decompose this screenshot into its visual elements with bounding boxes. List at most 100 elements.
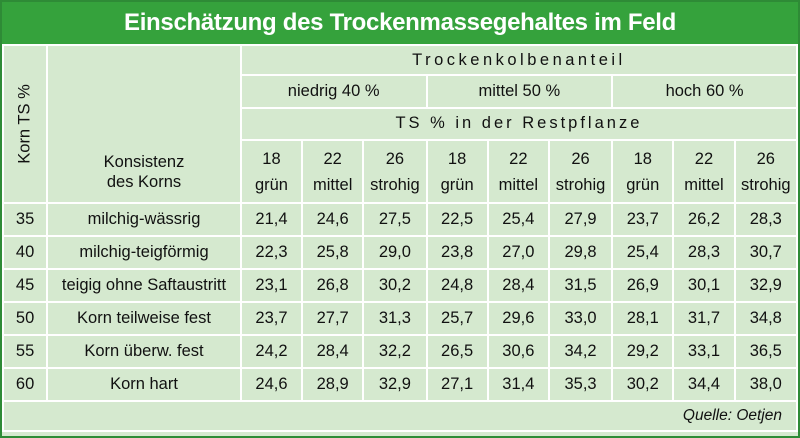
value-cell: 36,5 — [733, 334, 799, 369]
sub-column-header: 22 mittel — [672, 139, 736, 204]
sub-column-texture: grün — [440, 175, 474, 194]
table-row: 35 milchig-wässrig 21,4 24,6 27,5 22,5 25,4 27,… — [1, 202, 799, 237]
konsistenz-cell: Korn teilweise fest — [46, 301, 242, 336]
korn-ts-cell: 40 — [1, 235, 49, 270]
korn-ts-header: Korn TS % — [1, 44, 49, 204]
value-cell: 25,7 — [425, 301, 489, 336]
konsistenz-label-line2: des Korns — [106, 173, 182, 191]
value-cell: 23,1 — [239, 268, 304, 303]
value-cell: 31,7 — [672, 301, 736, 336]
value-cell: 30,7 — [733, 235, 799, 270]
value-cell: 32,2 — [362, 334, 428, 369]
konsistenz-cell: milchig-teigförmig — [46, 235, 242, 270]
value-cell: 22,5 — [425, 202, 489, 237]
value-cell: 28,3 — [672, 235, 736, 270]
value-cell: 31,3 — [362, 301, 428, 336]
value-cell: 27,1 — [425, 367, 489, 402]
value-cell: 27,0 — [486, 235, 550, 270]
value-cell: 35,3 — [547, 367, 614, 402]
value-cell: 27,9 — [547, 202, 614, 237]
sub-column-texture: strohig — [741, 175, 791, 194]
value-cell: 31,4 — [486, 367, 550, 402]
sub-column-header: 22 mittel — [301, 139, 365, 204]
konsistenz-header: Konsistenz des Korns — [46, 44, 242, 204]
value-cell: 38,0 — [733, 367, 799, 402]
value-cell: 23,7 — [611, 202, 675, 237]
value-cell: 26,5 — [425, 334, 489, 369]
trockenkolben-header: Trockenkolbenanteil — [239, 43, 799, 77]
level-mid-header: mittel 50 % — [425, 74, 614, 109]
sub-column-header: 18 grün — [239, 139, 304, 204]
value-cell: 32,9 — [362, 367, 428, 402]
table-row: 50 Korn teilweise fest 23,7 27,7 31,3 25,7 29,… — [1, 301, 799, 336]
value-cell: 24,6 — [301, 202, 365, 237]
value-cell: 30,2 — [362, 268, 428, 303]
sub-column-texture: strohig — [555, 175, 606, 194]
table-title: Einschätzung des Trockenmassegehaltes im… — [2, 2, 798, 44]
table-row: 45 teigig ohne Saftaustritt 23,1 26,8 30,2 24… — [1, 268, 799, 303]
value-cell: 26,2 — [672, 202, 736, 237]
value-cell: 24,6 — [239, 367, 304, 402]
value-cell: 30,1 — [672, 268, 736, 303]
value-cell: 21,4 — [239, 202, 304, 237]
value-cell: 29,2 — [611, 334, 675, 369]
sub-column-ts-value: 22 — [509, 149, 528, 168]
ts-restpflanze-header: TS % in der Restpflanze — [239, 106, 799, 142]
sub-column-ts-value: 18 — [633, 149, 652, 168]
value-cell: 26,8 — [301, 268, 365, 303]
dry-matter-table: Korn TS % Konsistenz des Korns Trockenko… — [1, 43, 799, 432]
level-low-header: niedrig 40 % — [239, 74, 428, 109]
korn-ts-cell: 45 — [1, 268, 49, 303]
sub-column-ts-value: 18 — [447, 149, 467, 168]
table-row: 60 Korn hart 24,6 28,9 32,9 27,1 31,4 35,3 30,2 3… — [1, 367, 799, 402]
konsistenz-cell: Korn hart — [46, 367, 242, 402]
value-cell: 28,3 — [733, 202, 799, 237]
korn-ts-label: Korn TS % — [15, 84, 34, 164]
konsistenz-cell: Korn überw. fest — [46, 334, 242, 369]
value-cell: 28,9 — [301, 367, 365, 402]
sub-column-texture: mittel — [684, 175, 724, 194]
sub-column-ts-value: 18 — [262, 149, 281, 168]
value-cell: 34,8 — [733, 301, 799, 336]
sub-column-header: 26 strohig — [362, 139, 428, 204]
sub-column-header: 22 mittel — [486, 139, 550, 204]
korn-ts-cell: 55 — [1, 334, 49, 369]
sub-column-ts-value: 22 — [323, 149, 342, 168]
korn-ts-cell: 35 — [1, 202, 49, 237]
value-cell: 29,8 — [547, 235, 614, 270]
sub-column-header: 18 grün — [425, 139, 489, 204]
source-note: Quelle: Oetjen — [2, 400, 798, 432]
value-cell: 24,8 — [425, 268, 489, 303]
value-cell: 27,5 — [362, 202, 428, 237]
sub-column-ts-value: 26 — [756, 149, 775, 168]
sub-column-ts-value: 26 — [385, 149, 405, 168]
konsistenz-label-line1: Konsistenz — [103, 153, 185, 171]
value-cell: 34,4 — [672, 367, 736, 402]
sub-column-texture: mittel — [312, 175, 353, 194]
value-cell: 30,2 — [611, 367, 675, 402]
konsistenz-cell: teigig ohne Saftaustritt — [46, 268, 242, 303]
value-cell: 24,2 — [239, 334, 304, 369]
value-cell: 27,7 — [301, 301, 365, 336]
value-cell: 28,4 — [301, 334, 365, 369]
sub-column-texture: grün — [254, 175, 288, 194]
value-cell: 25,4 — [486, 202, 550, 237]
sub-column-ts-value: 22 — [694, 149, 714, 168]
value-cell: 29,0 — [362, 235, 428, 270]
value-cell: 33,0 — [547, 301, 614, 336]
level-high-header: hoch 60 % — [611, 74, 798, 109]
value-cell: 23,7 — [239, 301, 304, 336]
sub-column-header: 18 grün — [611, 139, 675, 204]
value-cell: 23,8 — [425, 235, 489, 270]
value-cell: 25,4 — [611, 235, 675, 270]
value-cell: 34,2 — [547, 334, 614, 369]
value-cell: 28,1 — [611, 301, 675, 336]
value-cell: 33,1 — [672, 334, 736, 369]
value-cell: 30,6 — [486, 334, 550, 369]
sub-column-header: 26 strohig — [733, 139, 799, 204]
sub-column-texture: mittel — [498, 175, 539, 194]
table-row: 55 Korn überw. fest 24,2 28,4 32,2 26,5 30,6 34… — [1, 334, 799, 369]
sub-column-texture: strohig — [370, 175, 420, 194]
table-row: 40 milchig-teigförmig 22,3 25,8 29,0 23,8 27,0… — [1, 235, 799, 270]
value-cell: 31,5 — [547, 268, 614, 303]
